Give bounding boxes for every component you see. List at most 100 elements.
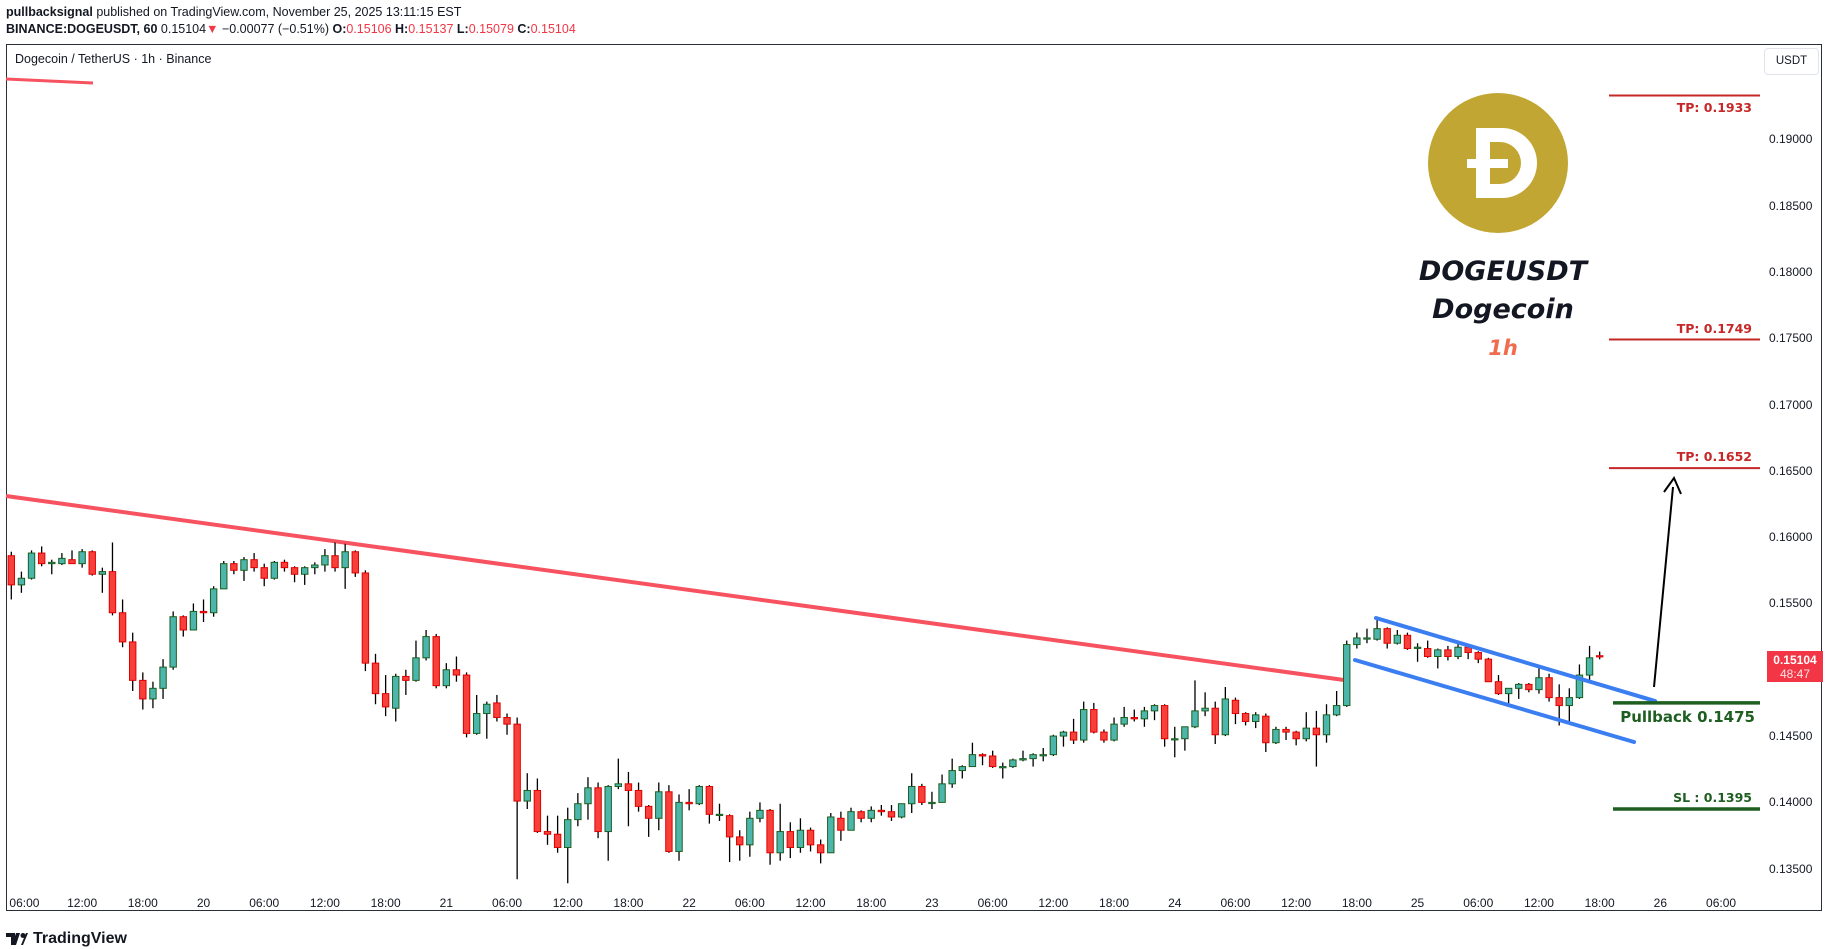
logo-bar	[1467, 159, 1508, 168]
candle-up	[1140, 706, 1149, 727]
candle-body	[149, 687, 157, 700]
candle-down	[1474, 651, 1482, 664]
tradingview-footer[interactable]: TradingView	[6, 930, 127, 948]
candle-down	[887, 805, 896, 821]
candle-up	[483, 701, 491, 739]
channel-upper-line	[1374, 616, 1657, 703]
level-label: TP: 0.1933	[1676, 100, 1752, 116]
candle-down	[1423, 640, 1432, 658]
candle-body	[290, 567, 299, 575]
candle-body	[1413, 646, 1422, 649]
author[interactable]: pullbacksignal	[6, 5, 93, 19]
candle-up	[604, 785, 612, 861]
candle-down	[1130, 709, 1138, 722]
candle-body	[1545, 677, 1553, 699]
candle-up	[1201, 692, 1209, 717]
candle-body	[311, 564, 319, 569]
candle-down	[351, 550, 359, 577]
candle-up	[968, 742, 977, 768]
candle-down	[725, 814, 734, 863]
candle-down	[331, 542, 339, 572]
candle-up	[240, 557, 248, 581]
candle-body	[260, 567, 268, 579]
candle-body	[877, 809, 886, 813]
symbol-info: BINANCE:DOGEUSDT, 60 0.15104▼ −0.00077 (…	[6, 22, 576, 36]
time-tick-label: 18:00	[1341, 896, 1372, 910]
overlay-name: Dogecoin	[1432, 294, 1574, 325]
candle-down	[88, 550, 96, 576]
candle-up	[715, 803, 724, 821]
candle-body	[1049, 735, 1058, 756]
time-tick-label: 21	[439, 896, 454, 910]
candle-down	[432, 633, 440, 689]
candle-up	[321, 549, 329, 572]
currency-button[interactable]: USDT	[1764, 48, 1819, 75]
candle-down	[786, 822, 795, 859]
candle-body	[1251, 714, 1260, 722]
candle-down	[918, 783, 926, 806]
candle-body	[1090, 709, 1098, 733]
last-price-badge: 0.15104 48:47	[1767, 651, 1823, 682]
candle-up	[1059, 730, 1068, 747]
publish-info: pullbacksignal published on TradingView.…	[6, 5, 461, 19]
time-tick-label: 20	[196, 896, 211, 910]
candle-body	[1575, 674, 1584, 699]
time-tick-label: 26	[1653, 896, 1668, 910]
candle-up	[1504, 687, 1513, 705]
candle-body	[422, 636, 430, 659]
candle-up	[311, 562, 319, 575]
candle-down	[108, 542, 117, 616]
candle-down	[705, 785, 714, 824]
price-tick-label: 0.13500	[1769, 861, 1813, 876]
candle-body	[179, 616, 187, 631]
price-tick-label: 0.19000	[1769, 132, 1813, 147]
candle-up	[1434, 648, 1442, 669]
time-tick-label: 18:00	[370, 896, 401, 910]
candle-body	[543, 831, 552, 835]
candle-up	[564, 807, 572, 884]
candle-body	[533, 789, 542, 833]
candle-up	[1565, 688, 1574, 723]
candle-body	[17, 577, 26, 586]
candle-up	[1181, 726, 1189, 751]
candle-body	[705, 785, 714, 815]
brand: TradingView	[33, 930, 127, 947]
high-label: H:	[395, 22, 409, 36]
candle-down	[1282, 726, 1290, 741]
candle-body	[270, 561, 279, 579]
candle-body	[27, 552, 36, 579]
candle-body	[1241, 713, 1250, 722]
candle-up	[675, 794, 683, 861]
candle-up	[1120, 706, 1128, 727]
candle-body	[361, 572, 370, 664]
time-tick-label: 12:00	[795, 896, 826, 910]
close-value: 0.15104	[530, 22, 576, 36]
candle-body	[806, 829, 815, 846]
price-tick-label: 0.14000	[1769, 795, 1813, 810]
trendline-segment-top	[5, 77, 94, 85]
candle-down	[371, 653, 380, 705]
candle-body	[1029, 754, 1037, 760]
candle-body	[958, 766, 966, 772]
candle-down	[766, 809, 774, 865]
candle-body	[48, 561, 56, 565]
candle-body	[675, 801, 683, 852]
candle-body	[634, 789, 643, 807]
candle-down	[402, 669, 410, 695]
candle-body	[199, 610, 208, 614]
chart-frame[interactable]	[6, 44, 1822, 911]
candle-up	[1373, 619, 1381, 641]
candle-body	[1312, 727, 1321, 736]
candle-down	[1545, 673, 1553, 702]
candle-body	[1454, 646, 1462, 657]
candle-body	[1515, 683, 1523, 689]
candle-body	[1191, 710, 1199, 728]
candle-body	[553, 833, 562, 848]
candle-body	[1383, 628, 1391, 644]
open-value: 0.15106	[346, 22, 392, 36]
candle-body	[1221, 698, 1230, 736]
candle-body	[1403, 634, 1412, 650]
candle-body	[129, 641, 137, 681]
candle-up	[58, 553, 66, 565]
